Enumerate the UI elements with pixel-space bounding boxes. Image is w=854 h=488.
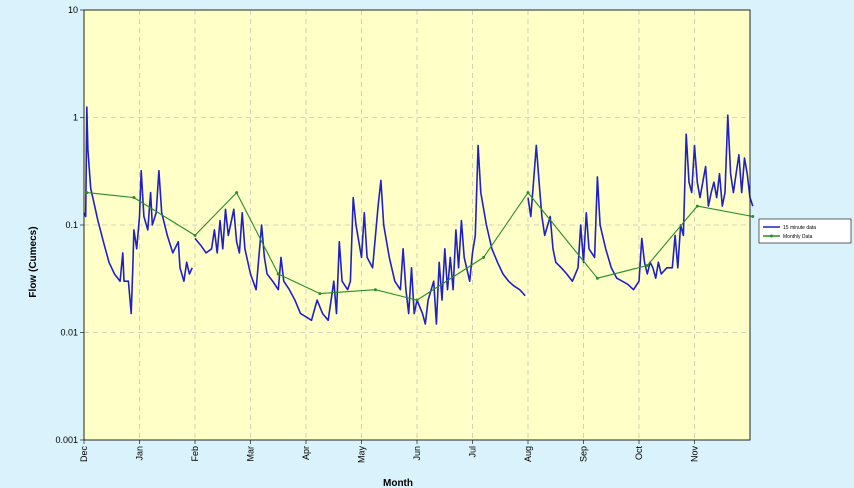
legend-label-monthly-data: Monthly Data [783, 234, 813, 240]
legend: 15 minute data Monthly Data [758, 218, 852, 244]
y-tick-label: 0.1 [65, 220, 78, 230]
x-axis-title: Month [383, 478, 413, 488]
x-tick-label: Sep [579, 446, 589, 462]
x-tick-label: Mar [246, 446, 256, 462]
x-tick-label: Oct [634, 446, 644, 461]
x-tick-label: Aug [523, 446, 533, 462]
point-monthly-data [482, 255, 486, 259]
legend-box [758, 218, 852, 244]
point-monthly-data [595, 276, 599, 280]
point-monthly-data [132, 196, 136, 200]
x-tick-label: Feb [190, 446, 200, 462]
series-line-monthly-data [86, 192, 753, 301]
point-monthly-data [526, 191, 530, 195]
y-tick-label: 1 [73, 113, 78, 123]
x-tick-labels: Dec Jan Feb Mar Apr May Jun Jul Aug Sep Oct Nov [79, 440, 700, 463]
point-monthly-data [235, 191, 239, 195]
x-tick-label: Jul [468, 446, 478, 458]
series-line-15-minute-data [527, 114, 754, 291]
x-tick-label: Jun [412, 446, 422, 461]
point-monthly-data [318, 292, 322, 296]
x-tick-label: May [357, 446, 367, 464]
y-tick-label: 0.001 [55, 435, 78, 445]
series-line-15-minute-data [83, 106, 193, 315]
point-monthly-data [193, 233, 197, 237]
y-tick-label: 10 [68, 5, 78, 15]
series-line-15-minute-data [194, 144, 526, 325]
series-lines [83, 106, 755, 325]
legend-label-15-minute-data: 15 minute data [783, 225, 816, 231]
x-tick-label: Dec [79, 446, 89, 463]
point-monthly-data [85, 191, 89, 195]
x-tick-label: Jan [135, 446, 145, 461]
point-monthly-data [415, 298, 419, 302]
y-axis-title: Flow (Cumecs) [28, 226, 39, 297]
point-monthly-data [695, 204, 699, 208]
x-tick-label: Nov [690, 446, 700, 463]
point-monthly-data [276, 272, 280, 276]
point-monthly-data [645, 264, 649, 268]
point-monthly-data [373, 288, 377, 292]
y-tick-label: 0.01 [60, 328, 78, 338]
x-tick-label: Apr [301, 446, 311, 460]
grid-lines [84, 10, 750, 440]
point-monthly-data [751, 214, 755, 218]
legend-marker-monthly-data [770, 234, 773, 238]
y-tick-labels: 10 1 0.1 0.01 0.001 [55, 5, 84, 445]
